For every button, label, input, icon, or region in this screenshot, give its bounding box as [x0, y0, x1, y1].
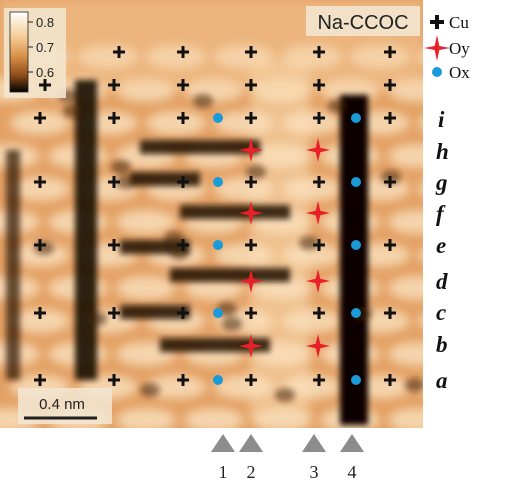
- row-label-i: i: [438, 107, 445, 132]
- cu-marker: [245, 307, 257, 319]
- row-label-b: b: [436, 332, 448, 357]
- cu-marker: [313, 46, 325, 58]
- oy-marker: [239, 138, 263, 162]
- cu-marker: [34, 307, 46, 319]
- cu-marker: [108, 374, 120, 386]
- ox-marker: [351, 113, 361, 123]
- atom-markers: [34, 46, 396, 386]
- colorbar: 0.8 0.7 0.6: [4, 8, 66, 98]
- row-labels: i h g f e d c b a: [435, 107, 449, 393]
- cu-marker: [245, 239, 257, 251]
- cu-marker: [313, 307, 325, 319]
- cu-marker: [313, 112, 325, 124]
- oy-marker: [239, 334, 263, 358]
- bright-regions: [0, 0, 423, 428]
- oy-marker: [306, 334, 330, 358]
- legend-label-oy: Oy: [449, 39, 470, 58]
- cu-marker: [177, 307, 189, 319]
- cu-marker: [34, 239, 46, 251]
- triangle-marker-icon: [302, 434, 326, 452]
- cu-marker: [108, 112, 120, 124]
- triangle-marker-icon: [340, 434, 364, 452]
- cross-icon: [430, 15, 444, 29]
- colorbar-tick-label: 0.8: [36, 15, 54, 30]
- material-label: Na-CCOC: [317, 12, 408, 34]
- colorbar-gradient: [9, 11, 29, 93]
- ox-marker: [213, 308, 223, 318]
- triangle-marker-icon: [239, 434, 263, 452]
- column-label: 2: [247, 462, 256, 482]
- legend: Cu Oy Ox: [424, 13, 470, 82]
- cu-marker: [313, 374, 325, 386]
- cu-marker: [384, 46, 396, 58]
- cu-marker: [177, 374, 189, 386]
- cu-marker: [245, 79, 257, 91]
- row-label-a: a: [436, 368, 448, 393]
- row-label-g: g: [435, 170, 448, 195]
- star-icon: [424, 35, 450, 61]
- legend-label-ox: Ox: [449, 63, 470, 82]
- scale-bar: 0.4 nm: [18, 388, 112, 424]
- cu-marker: [177, 239, 189, 251]
- ox-marker: [213, 375, 223, 385]
- cu-marker: [313, 239, 325, 251]
- cu-marker: [245, 176, 257, 188]
- stm-image: [0, 0, 423, 428]
- cu-marker: [245, 374, 257, 386]
- cu-marker: [245, 112, 257, 124]
- cu-marker: [313, 176, 325, 188]
- row-label-e: e: [436, 233, 446, 258]
- cu-marker: [108, 176, 120, 188]
- ox-marker: [213, 240, 223, 250]
- cu-marker: [34, 374, 46, 386]
- oy-marker: [306, 138, 330, 162]
- cu-marker: [34, 112, 46, 124]
- cu-marker: [113, 46, 125, 58]
- ox-marker: [351, 308, 361, 318]
- column-label: 1: [219, 462, 228, 482]
- oy-marker: [306, 269, 330, 293]
- cu-marker: [108, 79, 120, 91]
- ox-marker: [213, 177, 223, 187]
- scale-bar-label: 0.4 nm: [39, 396, 85, 413]
- cu-marker: [384, 307, 396, 319]
- cu-marker: [177, 79, 189, 91]
- legend-label-cu: Cu: [449, 13, 469, 32]
- cu-marker: [39, 79, 51, 91]
- cu-marker: [177, 176, 189, 188]
- colorbar-tick-label: 0.6: [36, 65, 54, 80]
- row-label-h: h: [436, 139, 449, 164]
- cu-marker: [34, 176, 46, 188]
- ox-marker: [351, 177, 361, 187]
- cu-marker: [384, 239, 396, 251]
- cu-marker: [177, 112, 189, 124]
- cu-marker: [384, 374, 396, 386]
- cu-marker: [313, 79, 325, 91]
- ox-marker: [213, 113, 223, 123]
- column-markers: 1 2 3 4: [211, 434, 364, 482]
- column-label: 4: [348, 462, 357, 482]
- cu-marker: [384, 112, 396, 124]
- column-label: 3: [310, 462, 319, 482]
- cu-marker: [108, 307, 120, 319]
- cu-marker: [108, 239, 120, 251]
- row-label-f: f: [436, 201, 446, 226]
- oy-marker: [306, 201, 330, 225]
- cu-marker: [177, 46, 189, 58]
- dark-regions: [6, 33, 423, 425]
- triangle-marker-icon: [211, 434, 235, 452]
- dot-icon: [432, 67, 442, 77]
- ox-marker: [351, 375, 361, 385]
- oy-marker: [239, 201, 263, 225]
- ox-marker: [351, 240, 361, 250]
- row-label-d: d: [436, 269, 448, 294]
- colorbar-tick-label: 0.7: [36, 40, 54, 55]
- row-label-c: c: [436, 300, 446, 325]
- cu-marker: [245, 46, 257, 58]
- cu-marker: [384, 79, 396, 91]
- cu-marker: [384, 176, 396, 188]
- oy-marker: [239, 269, 263, 293]
